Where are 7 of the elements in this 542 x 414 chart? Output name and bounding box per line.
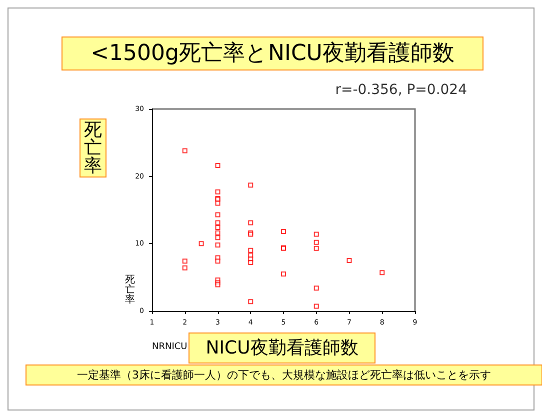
text: 死亡率 xyxy=(84,120,102,176)
y-axis-title: 死亡率 xyxy=(125,274,135,306)
text: r=-0.356, P=0.024 xyxy=(335,82,468,98)
x-axis-title: NRNICU xyxy=(152,342,188,352)
text: NICU夜勤看護師数 xyxy=(206,338,358,358)
text: 一定基準（3床に看護師一人）の下でも、大規模な施設ほど死亡率は低いことを示す xyxy=(77,368,491,382)
chart-title: <1500g死亡率とNICU夜勤看護師数 xyxy=(90,41,454,66)
